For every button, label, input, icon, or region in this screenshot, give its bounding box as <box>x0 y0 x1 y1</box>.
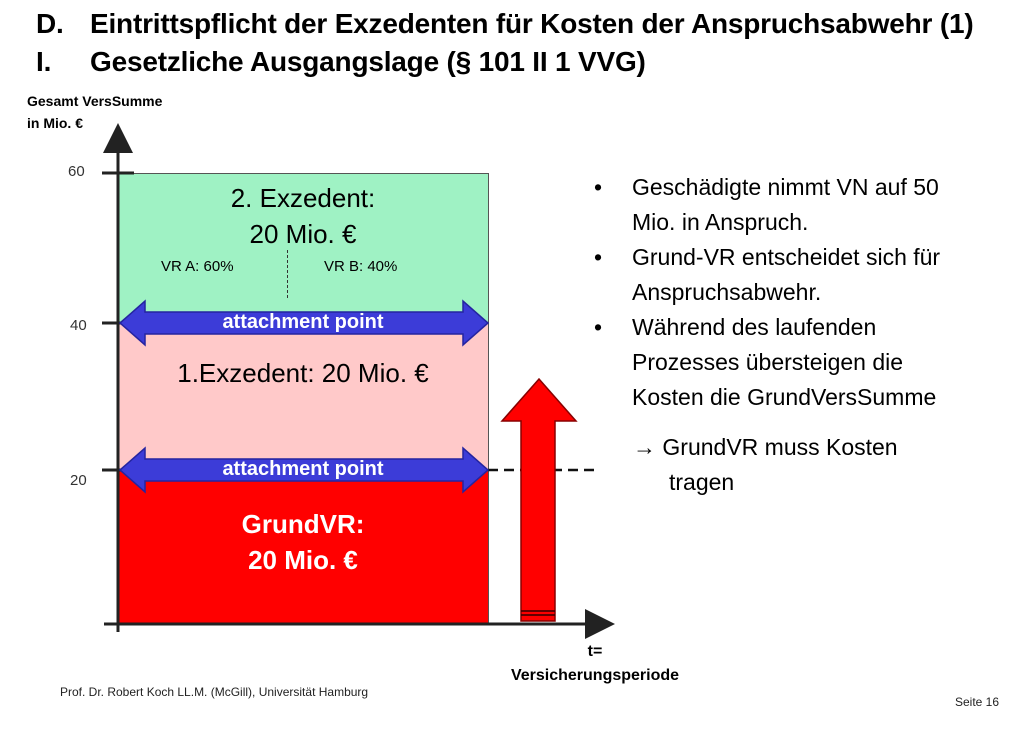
bullet-1-line-2: Mio. in Anspruch. <box>632 209 809 235</box>
bullet-symbol: • <box>594 174 603 200</box>
footer-author: Prof. Dr. Robert Koch LL.M. (McGill), Un… <box>60 685 369 699</box>
x-axis-label-line-1: t= <box>587 643 603 660</box>
bullet-symbol: • <box>594 314 603 340</box>
attachment-point-label-20: attachment point <box>222 458 384 480</box>
vr-b-share: VR B: 40% <box>324 258 398 275</box>
exzedent-2-label: 2. Exzedent: 20 Mio. € <box>118 180 488 252</box>
bullet-2-line-1: Grund-VR entscheidet sich für <box>632 244 941 270</box>
exzedent-2-line-2: 20 Mio. € <box>249 219 357 249</box>
conclusion-line-1: → GrundVR muss Kosten <box>633 434 898 460</box>
conclusion-text: → GrundVR muss Kosten tragen <box>633 430 898 500</box>
bullet-3-line-1: Während des laufenden <box>632 314 877 340</box>
slide-title-line-2: I. Gesetzliche Ausgangslage (§ 101 II 1 V… <box>36 46 646 78</box>
conclusion-line-2: tragen <box>669 469 735 495</box>
bullet-item: • Geschädigte nimmt VN auf 50 Mio. in An… <box>594 170 1014 240</box>
bullet-3-line-3: Kosten die GrundVersSumme <box>632 384 937 410</box>
bullet-3-line-2: Prozesses übersteigen die <box>632 349 904 375</box>
attachment-arrow-20 <box>118 446 490 494</box>
attachment-point-label-40: attachment point <box>222 311 384 333</box>
cost-arrow <box>500 377 578 622</box>
y-axis-label-line-1: Gesamt VersSumme <box>27 93 163 109</box>
layer-grund-vr <box>118 470 489 623</box>
tick-label-40: 40 <box>70 317 87 334</box>
grund-vr-line-2: 20 Mio. € <box>248 545 358 575</box>
attachment-arrow-40 <box>118 299 490 347</box>
title-number-1: D. <box>36 8 64 39</box>
bullet-1-line-1: Geschädigte nimmt VN auf 50 <box>632 174 939 200</box>
title-number-2: I. <box>36 46 52 77</box>
bullet-item: • Während des laufenden Prozesses überst… <box>594 310 1014 415</box>
vr-split-divider <box>287 250 288 298</box>
page-number: Seite 16 <box>955 695 1000 709</box>
vr-a-share: VR A: 60% <box>161 258 234 275</box>
x-axis-label: t= Versicherungsperiode <box>495 640 695 688</box>
layer-exzedent-1 <box>118 323 489 469</box>
y-axis-label-line-2: in Mio. € <box>27 115 83 131</box>
grund-vr-line-1: GrundVR: <box>241 509 365 539</box>
tick-label-20: 20 <box>70 472 87 489</box>
bullet-2-line-2: Anspruchsabwehr. <box>632 279 822 305</box>
exzedent-2-line-1: 2. Exzedent: <box>230 183 376 213</box>
grund-vr-label: GrundVR: 20 Mio. € <box>118 506 488 578</box>
y-axis-label: Gesamt VersSumme in Mio. € <box>27 90 162 134</box>
tick-label-60: 60 <box>68 163 85 180</box>
exzedent-1-label: 1.Exzedent: 20 Mio. € <box>177 358 429 388</box>
title-text-2: Gesetzliche Ausgangslage (§ 101 II 1 VVG… <box>90 46 646 77</box>
bullet-symbol: • <box>594 244 603 270</box>
x-axis-label-line-2: Versicherungsperiode <box>510 667 680 684</box>
bullet-list: • Geschädigte nimmt VN auf 50 Mio. in An… <box>594 170 1014 415</box>
bullet-item: • Grund-VR entscheidet sich für Anspruch… <box>594 240 1014 310</box>
title-text-1: Eintrittspflicht der Exzedenten für Kost… <box>90 8 974 39</box>
layer-exzedent-2 <box>118 173 489 323</box>
slide-title-line-1: D. Eintrittspflicht der Exzedenten für Ko… <box>36 8 974 40</box>
